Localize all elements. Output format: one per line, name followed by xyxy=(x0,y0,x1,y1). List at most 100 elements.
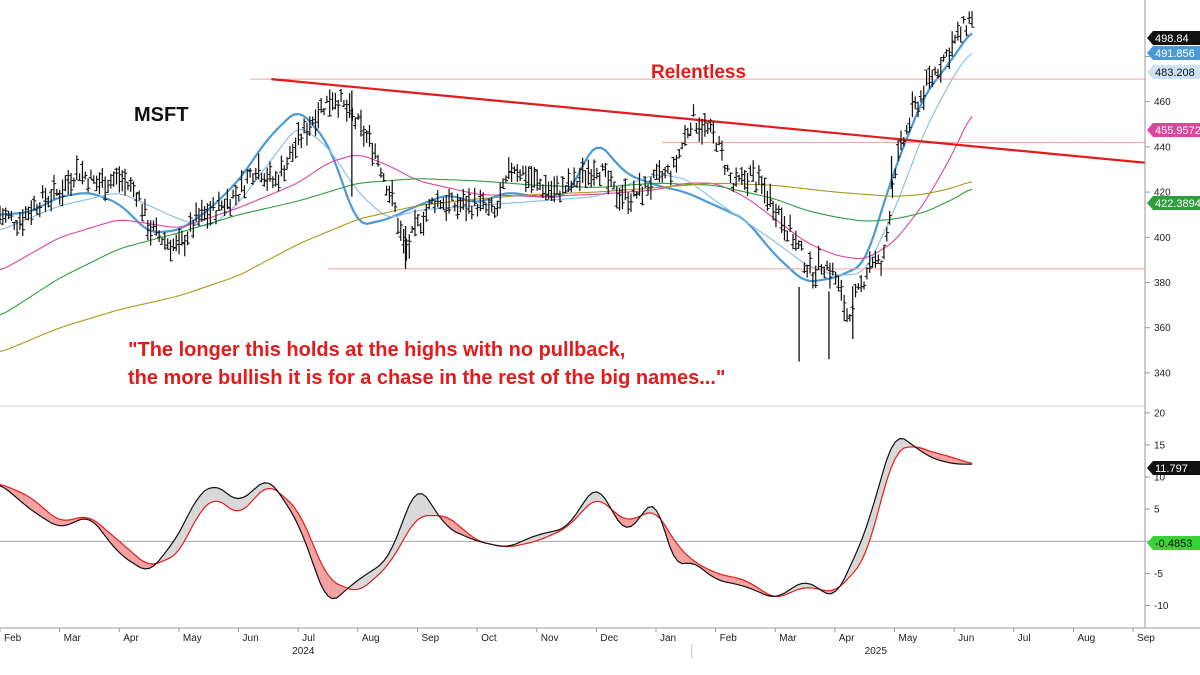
oscillator-fill xyxy=(307,530,312,559)
oscillator-fill xyxy=(400,515,405,545)
oscillator-fill xyxy=(388,547,393,565)
oscillator-fill xyxy=(208,487,214,504)
oscillator-fill xyxy=(268,483,273,489)
oscillator-fill xyxy=(34,500,39,515)
oscillator-fill xyxy=(869,502,874,541)
tag-price-text: 498.84 xyxy=(1155,33,1189,45)
oscillator-fill xyxy=(882,459,887,496)
moving-averages xyxy=(0,32,973,353)
month-label: Nov xyxy=(541,633,559,644)
axes: 340360380400420440460480-10-505101520Feb… xyxy=(0,0,1200,658)
oscillator-fill xyxy=(648,506,653,514)
month-label: May xyxy=(183,633,202,644)
oscillator-fill xyxy=(123,545,128,560)
month-label: Aug xyxy=(1077,633,1095,644)
oscillator-fill xyxy=(622,517,627,528)
last-value-tags: 498.84 491.856 483.208 455.9572 422.3894 11.7… xyxy=(1147,31,1200,550)
oscillator-fill xyxy=(358,577,363,590)
price-ytick-label: 420 xyxy=(1154,188,1171,199)
month-label: Jan xyxy=(660,633,676,644)
oscillator-fill xyxy=(166,545,171,560)
series-ema_fast xyxy=(0,32,973,283)
oscillator-fill xyxy=(285,498,290,510)
oscillator-fill xyxy=(341,585,346,595)
month-label: Feb xyxy=(4,633,22,644)
month-label: Apr xyxy=(123,633,139,644)
oscillator-fill xyxy=(950,457,955,464)
month-label: Jul xyxy=(1018,633,1031,644)
oscillator-fill xyxy=(891,441,896,468)
tag-ema-slow-bg xyxy=(1147,65,1200,79)
quote-annotation-line-2: the more bullish it is for a chase in th… xyxy=(128,367,725,389)
oscillator-panel xyxy=(0,437,1145,600)
oscillator-fill xyxy=(733,577,738,585)
month-label: Jun xyxy=(243,633,259,644)
osc-ytick-label: 10 xyxy=(1154,473,1166,484)
price-ytick-label: 400 xyxy=(1154,233,1171,244)
price-ytick-label: 360 xyxy=(1154,323,1171,334)
year-label: 2025 xyxy=(865,646,888,657)
tag-ma-magenta-text: 455.9572 xyxy=(1155,125,1200,137)
oscillator-fill xyxy=(626,518,631,528)
series-ma_magenta xyxy=(0,116,973,271)
tag-osc-signal-text: -0.4853 xyxy=(1155,538,1192,550)
osc-ytick-label: 5 xyxy=(1154,505,1160,516)
oscillator-fill xyxy=(29,497,35,512)
oscillator-fill xyxy=(720,574,725,582)
tag-osc-line-text: 11.797 xyxy=(1155,463,1188,475)
month-label: Apr xyxy=(839,633,855,644)
oscillator-fill xyxy=(856,541,862,569)
oscillator-fill xyxy=(217,487,222,503)
oscillator-fill xyxy=(443,516,448,526)
oscillator-fill xyxy=(430,503,435,516)
oscillator-fill xyxy=(946,455,951,463)
oscillator-fill xyxy=(102,526,107,538)
oscillator-fill xyxy=(942,454,947,463)
oscillator-fill xyxy=(226,492,231,509)
tag-osc-line: 11.797 xyxy=(1147,461,1200,475)
oscillator-fill xyxy=(686,554,691,564)
oscillator-fill xyxy=(801,583,806,589)
oscillator-fill xyxy=(353,580,359,590)
osc-ytick-label: -5 xyxy=(1154,569,1163,580)
oscillator-fill xyxy=(59,519,64,526)
oscillator-fill xyxy=(579,502,585,515)
oscillator-fill xyxy=(729,576,734,584)
oscillator-fill xyxy=(162,551,167,562)
oscillator-fill xyxy=(878,473,883,511)
tag-ema-slow: 483.208 xyxy=(1147,65,1200,79)
oscillator-fill xyxy=(119,541,124,557)
tag-osc-signal: -0.4853 xyxy=(1147,536,1200,550)
oscillator-fill xyxy=(264,482,269,490)
reference-lines xyxy=(250,78,1146,270)
oscillator-fill xyxy=(601,494,606,505)
series-ma_green xyxy=(0,178,973,316)
month-label: Dec xyxy=(600,633,618,644)
oscillator-fill xyxy=(230,495,235,511)
tag-ema-fast-text: 491.856 xyxy=(1155,48,1195,60)
oscillator-fill xyxy=(298,513,303,536)
oscillator-fill xyxy=(422,493,427,517)
month-label: Sep xyxy=(421,633,439,644)
month-label: Jun xyxy=(958,633,974,644)
oscillator-fill xyxy=(25,494,30,509)
oscillator-fill xyxy=(456,523,461,535)
month-label: Mar xyxy=(64,633,82,644)
oscillator-fill xyxy=(213,487,218,502)
tag-ema-fast-bg xyxy=(1147,46,1200,60)
tag-ema-slow-text: 483.208 xyxy=(1155,67,1195,79)
oscillator-fill xyxy=(545,532,550,538)
trendline xyxy=(271,78,1146,164)
oscillator-fill xyxy=(724,575,729,583)
tag-price-bg xyxy=(1147,31,1200,45)
oscillator-fill xyxy=(234,497,239,511)
oscillator-fill xyxy=(417,493,423,520)
oscillator-fill xyxy=(618,515,623,526)
headline-annotation: Relentless xyxy=(651,62,746,83)
oscillator-fill xyxy=(737,578,742,586)
oscillator-fill xyxy=(596,491,602,502)
oscillator-fill xyxy=(332,580,337,599)
oscillator-fill xyxy=(426,496,431,516)
oscillator-fill xyxy=(204,488,209,508)
